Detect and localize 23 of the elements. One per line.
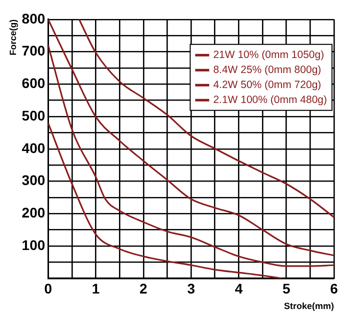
legend-label: 8.4W 25% (0mm 800g): [213, 64, 322, 76]
y-tick-label: 100: [22, 236, 46, 253]
y-tick-label: 800: [22, 10, 46, 26]
y-tick-label: 400: [22, 140, 46, 156]
x-tick-label: 2: [140, 280, 148, 297]
x-tick-label: 0: [44, 280, 52, 297]
y-tick-label: 500: [22, 107, 46, 124]
legend-label: 2.1W 100% (0mm 480g): [213, 94, 328, 106]
x-tick-label: 1: [92, 280, 100, 297]
y-tick-label: 600: [22, 75, 46, 92]
y-axis-title: Force(g): [8, 19, 18, 56]
y-tick-label: 700: [22, 42, 46, 59]
y-tick-label: 200: [22, 204, 46, 221]
x-axis-title: Stroke(mm): [284, 301, 334, 312]
x-tick-label: 6: [330, 280, 338, 297]
legend-label: 21W 10% (0mm 1050g): [213, 48, 324, 61]
line-series: [48, 122, 282, 278]
y-tick-label: 300: [22, 172, 46, 188]
legend-label: 4.2W 50% (0mm 720g): [213, 78, 322, 91]
x-tick-label: 4: [234, 280, 243, 297]
x-tick-label: 3: [187, 280, 196, 297]
x-tick-label: 5: [282, 280, 290, 297]
line-series: [78, 19, 334, 218]
